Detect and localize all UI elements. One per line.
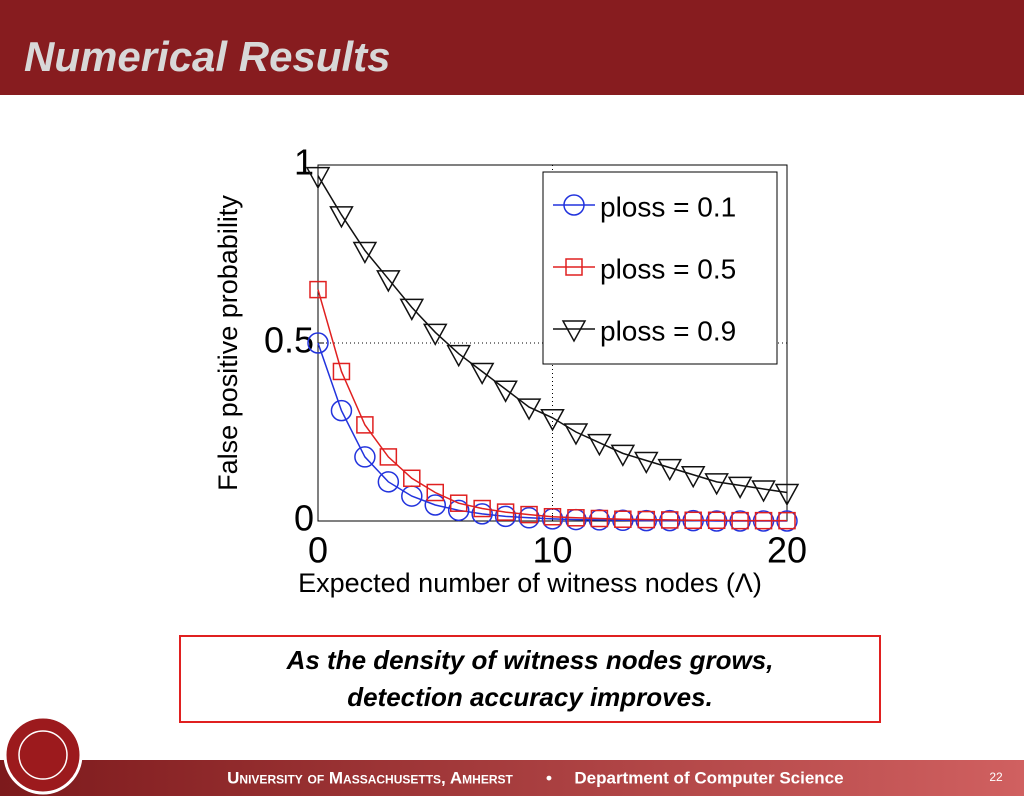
marker bbox=[590, 509, 609, 528]
marker bbox=[329, 206, 354, 229]
marker bbox=[307, 332, 329, 354]
marker bbox=[399, 298, 425, 321]
marker bbox=[680, 465, 706, 489]
page-number: 22 bbox=[989, 770, 1003, 784]
marker bbox=[634, 451, 659, 475]
marker bbox=[473, 499, 491, 518]
legend-marker bbox=[565, 258, 583, 276]
marker bbox=[754, 511, 773, 530]
marker bbox=[424, 494, 446, 516]
y-axis-label: False positive probability bbox=[213, 195, 243, 491]
marker bbox=[657, 458, 683, 482]
marker bbox=[778, 511, 796, 530]
marker bbox=[704, 473, 729, 496]
marker bbox=[563, 423, 589, 446]
marker bbox=[707, 511, 726, 530]
marker bbox=[727, 476, 753, 499]
footer-institution: University of Massachusetts, Amherst bbox=[227, 768, 513, 787]
marker bbox=[567, 509, 585, 527]
marker bbox=[426, 483, 444, 502]
marker bbox=[543, 507, 562, 526]
marker bbox=[447, 499, 470, 522]
marker bbox=[637, 510, 656, 529]
marker bbox=[354, 446, 376, 468]
x-tick-label: 0 bbox=[308, 530, 328, 571]
footer-department: Department of Computer Science bbox=[574, 768, 843, 787]
marker bbox=[422, 323, 448, 346]
marker bbox=[612, 509, 634, 532]
marker bbox=[496, 503, 515, 521]
legend-label: ploss = 0.1 bbox=[600, 191, 736, 222]
marker bbox=[516, 398, 542, 421]
legend-label: ploss = 0.5 bbox=[600, 253, 736, 284]
marker bbox=[731, 511, 749, 530]
footer-separator: • bbox=[546, 768, 552, 787]
marker bbox=[518, 507, 540, 529]
marker bbox=[774, 483, 800, 507]
x-tick-label: 20 bbox=[767, 530, 807, 571]
marker bbox=[635, 509, 658, 532]
marker bbox=[379, 448, 398, 466]
marker bbox=[377, 471, 400, 493]
marker bbox=[587, 433, 612, 457]
marker bbox=[330, 399, 353, 422]
legend-label: ploss = 0.9 bbox=[600, 315, 736, 346]
marker bbox=[332, 362, 351, 381]
caption-box bbox=[179, 635, 881, 723]
marker bbox=[661, 511, 679, 529]
slide-title: Numerical Results bbox=[24, 33, 390, 80]
x-axis-label: Expected number of witness nodes (Λ) bbox=[298, 568, 762, 598]
marker bbox=[356, 416, 374, 434]
marker bbox=[751, 480, 776, 503]
marker bbox=[540, 409, 565, 432]
marker bbox=[471, 503, 493, 525]
caption-line: As the density of witness nodes grows, bbox=[286, 645, 774, 675]
y-tick-label: 0.5 bbox=[264, 320, 314, 361]
y-tick-label: 0 bbox=[294, 498, 314, 539]
caption-line: detection accuracy improves. bbox=[347, 682, 713, 712]
marker bbox=[403, 469, 421, 488]
x-tick-label: 10 bbox=[532, 530, 572, 571]
marker bbox=[614, 510, 632, 528]
marker bbox=[610, 444, 636, 467]
marker bbox=[309, 280, 327, 299]
legend-marker bbox=[563, 194, 585, 216]
marker bbox=[352, 241, 378, 264]
marker bbox=[520, 505, 538, 524]
marker bbox=[684, 511, 702, 530]
header-bar bbox=[0, 0, 1024, 95]
legend-marker bbox=[561, 320, 587, 343]
footer-bar bbox=[0, 760, 1024, 796]
marker bbox=[376, 270, 401, 293]
marker bbox=[449, 494, 468, 512]
marker bbox=[446, 344, 471, 368]
marker bbox=[494, 505, 517, 528]
seal-ring bbox=[18, 730, 68, 780]
marker bbox=[469, 362, 495, 386]
university-seal bbox=[3, 715, 83, 795]
marker bbox=[493, 380, 518, 403]
marker bbox=[305, 166, 331, 190]
